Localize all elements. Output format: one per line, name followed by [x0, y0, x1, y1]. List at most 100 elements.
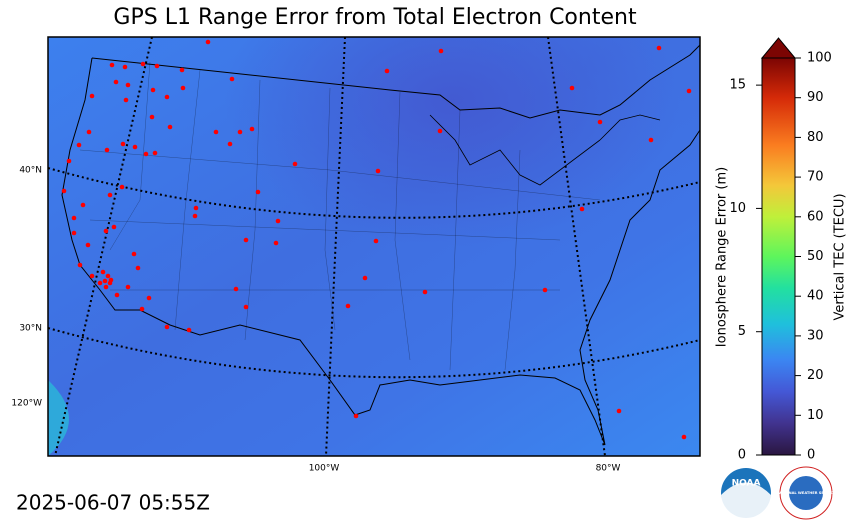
station [131, 251, 137, 257]
lat-label: 30°N [19, 324, 42, 334]
station [71, 215, 77, 221]
title: GPS L1 Range Error from Total Electron C… [113, 5, 637, 30]
range-axis-label: Ionosphere Range Error (m) [715, 167, 730, 347]
station [164, 324, 170, 330]
station [569, 85, 575, 91]
stations [61, 39, 692, 440]
station [135, 265, 141, 271]
station [686, 88, 692, 94]
range-tick-label: 10 [729, 201, 746, 216]
map [47, 36, 701, 457]
station [422, 289, 428, 295]
station [86, 129, 92, 135]
station [97, 280, 103, 286]
tec-tick-label: 40 [807, 289, 824, 304]
colorbar-scale [761, 57, 796, 456]
station [616, 408, 622, 414]
station [438, 48, 444, 54]
station [353, 413, 359, 419]
nws-text: NATIONAL WEATHER SERVICE [776, 491, 836, 495]
station [179, 67, 185, 73]
station [143, 151, 149, 157]
station [437, 128, 443, 134]
station [229, 76, 235, 82]
station [243, 304, 249, 310]
station [105, 273, 111, 279]
station [139, 306, 145, 312]
nws-circle [789, 476, 823, 510]
colorbar: Ionosphere Range Error (m) Vertical TEC … [715, 37, 848, 463]
station [77, 262, 83, 268]
station [275, 218, 281, 224]
station [61, 188, 67, 194]
station [273, 240, 279, 246]
station [89, 93, 95, 99]
lon-label: 100°W [309, 464, 340, 474]
lat-label: 40°N [19, 166, 42, 176]
station [80, 202, 86, 208]
tec-tick-label: 90 [807, 90, 824, 105]
tec-tick-label: 0 [807, 448, 815, 463]
station [103, 284, 109, 290]
station [233, 286, 239, 292]
station [255, 189, 261, 195]
range-tick-label: 15 [729, 78, 746, 93]
station [373, 238, 379, 244]
tec-tick-label: 20 [807, 368, 824, 383]
station [384, 68, 390, 74]
station [103, 228, 109, 234]
station [125, 284, 131, 290]
station [122, 64, 128, 70]
station [186, 327, 192, 333]
tec-tick-label: 10 [807, 408, 824, 423]
station [76, 142, 82, 148]
station [109, 62, 115, 68]
station [119, 184, 125, 190]
station [167, 124, 173, 130]
station [149, 114, 155, 120]
station [192, 213, 198, 219]
station [656, 45, 662, 51]
station [123, 97, 129, 103]
station [140, 61, 146, 67]
station [120, 141, 126, 147]
map-shade [48, 37, 700, 456]
station [193, 205, 199, 211]
station [111, 224, 117, 230]
station [104, 147, 110, 153]
station [125, 82, 131, 88]
colorbar-extend [760, 37, 797, 59]
timestamp: 2025-06-07 05:55Z [16, 491, 210, 515]
nws-logo: NATIONAL WEATHER SERVICE [776, 466, 836, 520]
range-tick-label: 5 [738, 324, 746, 339]
station [107, 192, 113, 198]
station [227, 141, 233, 147]
station [249, 126, 255, 132]
noaa-text: NOAA [732, 479, 761, 489]
station [132, 144, 138, 150]
station [85, 242, 91, 248]
map-frame [47, 36, 701, 457]
station [579, 206, 585, 212]
station [205, 39, 211, 45]
map-labels: 40°N 30°N 120°W 100°W 80°W [11, 166, 620, 474]
station [237, 129, 243, 135]
station [150, 87, 156, 93]
lon-label: 80°W [596, 464, 621, 474]
station [597, 119, 603, 125]
station [154, 63, 160, 69]
tec-tick-label: 60 [807, 209, 824, 224]
noaa-logo: NOAA [721, 468, 771, 520]
tec-tick-label: 80 [807, 130, 824, 145]
station [243, 237, 249, 243]
station [89, 273, 95, 279]
tec-tick-label: 50 [807, 249, 824, 264]
range-tick-label: 0 [738, 448, 746, 463]
map-shade [48, 380, 69, 456]
state-lines [79, 61, 601, 371]
station [345, 303, 351, 309]
station [66, 158, 72, 164]
station [114, 292, 120, 298]
station [107, 280, 113, 286]
